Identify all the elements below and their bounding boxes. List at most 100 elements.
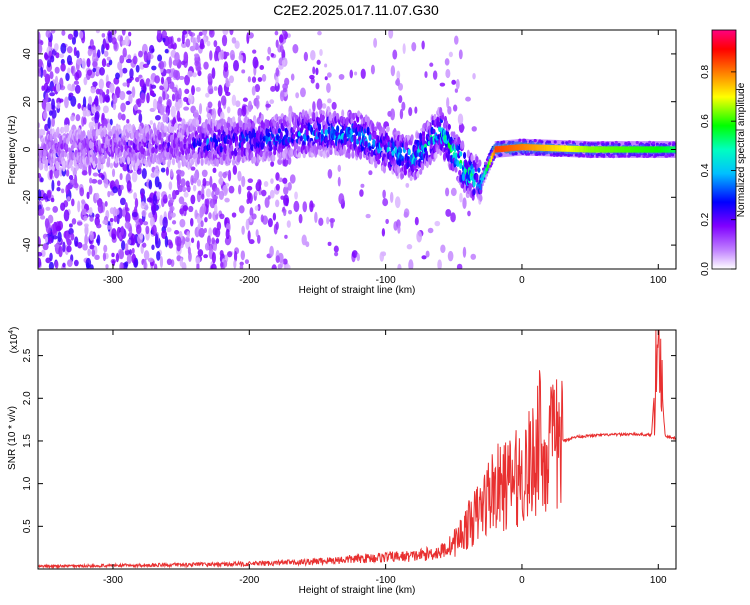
spectrogram-noise-mark — [414, 106, 418, 114]
spectrogram-noise-mark — [214, 203, 218, 216]
spectrogram-noise-mark — [231, 94, 237, 106]
spectrogram-ridge-mark — [188, 136, 192, 145]
spectrogram-tone — [609, 146, 611, 153]
spectrogram-noise-mark — [50, 30, 56, 34]
spectrogram-ridge-mark — [279, 147, 283, 153]
spectrogram-ridge-mark — [273, 149, 277, 156]
spectrogram-noise-mark — [447, 106, 452, 115]
spectrogram-noise-mark — [286, 220, 291, 228]
spectrogram-noise-mark — [160, 167, 166, 173]
spectrogram-noise-mark — [103, 50, 109, 57]
spectrogram-noise-mark — [199, 43, 205, 50]
spectrogram-noise-mark — [182, 186, 187, 193]
spectrogram-noise-mark — [231, 212, 237, 218]
spectrogram-tone — [575, 145, 577, 153]
spectrogram-noise-mark — [143, 258, 147, 269]
spectrogram-noise-mark — [429, 62, 434, 67]
spectrogram-noise-mark — [71, 198, 75, 207]
spectrogram-tone — [557, 145, 559, 152]
spectrogram-tone — [592, 146, 595, 153]
spectrogram-noise-mark — [131, 171, 138, 183]
spectrogram-noise-mark — [169, 205, 175, 212]
spectrogram-noise-mark — [205, 188, 212, 198]
spectrogram-noise-mark — [166, 227, 172, 233]
spectrogram-noise-mark — [79, 30, 84, 39]
spectrogram-noise-mark — [195, 60, 201, 72]
spectrogram-noise-mark — [111, 252, 115, 258]
spectrogram-noise-mark — [109, 82, 115, 94]
spectrogram-ridge-mark — [70, 165, 74, 172]
spectrogram-ridge-mark — [438, 125, 442, 133]
spectrogram-noise-mark — [42, 69, 47, 78]
spectrogram-noise-mark — [111, 228, 117, 240]
spectrogram-noise-mark — [227, 251, 233, 258]
spectrogram-noise-mark — [360, 68, 366, 79]
spectrogram-noise-mark — [321, 103, 327, 109]
spectrogram-noise-mark — [40, 177, 44, 183]
spectrogram-noise-mark — [70, 95, 77, 107]
spectrogram-tone — [636, 146, 638, 153]
spectrogram-noise-mark — [105, 95, 110, 103]
spectrogram-noise-mark — [271, 264, 277, 269]
spectrogram-noise-mark — [126, 90, 132, 95]
spectrogram-ridge-mark — [50, 140, 54, 147]
spectrogram-ridge-mark — [364, 140, 368, 148]
spectrogram-noise-mark — [179, 257, 184, 268]
spectrogram-noise-mark — [457, 113, 464, 125]
spectrogram-tone — [666, 146, 668, 153]
spectrogram-noise-mark — [406, 244, 413, 250]
spectrogram-noise-mark — [95, 213, 100, 219]
spectrogram-ridge-mark — [65, 123, 70, 133]
spectrogram-noise-mark — [265, 103, 271, 108]
spectrogram-ridge-mark — [87, 131, 92, 139]
spectrogram-noise-mark — [390, 108, 396, 121]
spectrogram-noise-mark — [68, 92, 74, 98]
spectrogram-ridge-mark — [353, 134, 357, 143]
spectrogram-noise-mark — [388, 30, 394, 39]
spectrogram-noise-mark — [152, 98, 158, 111]
spectrogram-tone — [536, 144, 539, 151]
spectrogram-ridge-mark — [320, 133, 324, 140]
spectrogram-noise-mark — [326, 216, 330, 225]
spectrogram-noise-mark — [200, 220, 204, 228]
spectrogram-ridge-mark — [381, 126, 386, 134]
spectrogram-noise-mark — [224, 51, 230, 57]
spectrogram-ridge-mark — [472, 188, 476, 196]
spectrogram-noise-mark — [432, 70, 438, 80]
spectrogram-ridge-mark — [324, 136, 328, 143]
spectrogram-tone — [506, 145, 509, 152]
spectrogram-noise-mark — [42, 111, 48, 120]
spectrogram-ridge-mark — [161, 123, 165, 130]
spectrogram-tone — [531, 144, 533, 151]
spectrogram-tone — [545, 144, 547, 152]
spectrogram-noise-mark — [76, 50, 80, 59]
spectrogram-noise-mark — [146, 51, 151, 61]
spectrogram-ridge-mark — [444, 120, 449, 126]
spectrogram-noise-mark — [382, 198, 389, 207]
spectrogram-ridge-mark — [458, 169, 462, 176]
spectrogram-noise-mark — [191, 85, 195, 96]
spectrogram-noise-mark — [105, 43, 110, 51]
spectrogram-ridge-mark — [327, 126, 331, 135]
spectrogram-noise-mark — [133, 192, 137, 200]
spectrogram-ridge-mark — [416, 170, 420, 179]
spectrogram-noise-mark — [165, 68, 172, 74]
spectrogram-ridge-mark — [446, 153, 450, 162]
spectrogram-noise-mark — [467, 210, 471, 217]
spectrogram-ridge-mark — [237, 154, 241, 162]
spectrogram-ridge-mark — [146, 124, 150, 133]
spectrogram-tone — [625, 146, 628, 153]
spectrogram-noise-mark — [97, 179, 103, 185]
spectrogram-noise-mark — [302, 201, 308, 213]
spectrogram-noise-mark — [66, 54, 73, 65]
spectrogram-noise-mark — [238, 54, 244, 61]
spectrogram-noise-mark — [247, 76, 252, 83]
spectrogram-noise-mark — [102, 219, 108, 225]
spectrogram-noise-mark — [89, 230, 94, 241]
spectrogram-noise-mark — [237, 107, 243, 118]
spectrogram-ridge-mark — [253, 156, 257, 164]
spectrogram-noise-mark — [181, 41, 187, 48]
spectrogram-tone — [606, 146, 608, 153]
snr-multiplier: (x104) — [8, 327, 20, 354]
spectrogram-noise-mark — [440, 244, 446, 254]
